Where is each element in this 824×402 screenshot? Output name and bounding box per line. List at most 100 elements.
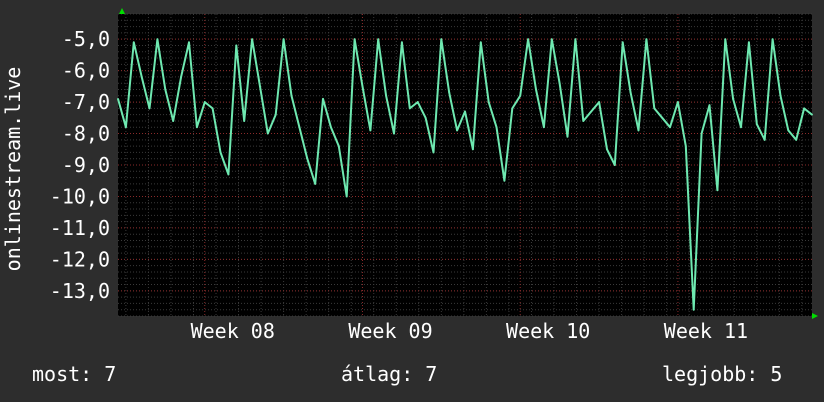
data-point	[716, 189, 719, 192]
data-point	[629, 91, 632, 94]
data-point	[558, 82, 561, 85]
data-point	[566, 135, 569, 138]
data-point	[330, 126, 332, 129]
data-point	[621, 41, 624, 44]
data-point	[692, 308, 695, 311]
data-point	[519, 94, 522, 97]
stat-best: legjobb: 5	[662, 362, 783, 386]
data-point	[235, 44, 238, 47]
data-point	[259, 85, 261, 88]
data-point	[503, 179, 506, 182]
data-point	[156, 38, 159, 41]
data-point	[598, 101, 600, 103]
y-tick-label: -7,0	[62, 90, 110, 114]
data-point	[393, 132, 395, 135]
data-point	[203, 101, 206, 103]
data-point	[298, 126, 301, 129]
data-point	[535, 88, 537, 91]
data-point	[613, 164, 616, 166]
data-point	[306, 157, 309, 160]
data-point	[755, 123, 758, 126]
data-point	[487, 101, 490, 103]
data-point	[243, 120, 246, 122]
data-point	[779, 94, 782, 97]
data-point	[117, 98, 119, 100]
y-tick-label: -8,0	[62, 122, 110, 146]
data-point	[401, 41, 403, 44]
y-tick-label: -13,0	[50, 279, 110, 303]
data-point	[645, 38, 648, 41]
data-point	[708, 104, 711, 107]
y-tick-label: -5,0	[62, 27, 110, 51]
data-point	[763, 138, 766, 141]
data-point	[132, 41, 135, 44]
data-point	[322, 98, 324, 100]
y-tick-labels: -5,0 -6,0 -7,0 -8,0 -9,0 -10,0 -11,0 -12,0 -13,0	[50, 27, 110, 303]
y-tick-label: -9,0	[62, 153, 110, 177]
data-point	[669, 126, 671, 129]
data-point	[408, 107, 411, 110]
plot-area	[118, 14, 812, 316]
x-tick-label: Week 10	[506, 319, 590, 343]
axis-arrows	[119, 8, 818, 319]
data-point	[527, 38, 529, 41]
x-tick-labels: Week 08 Week 09 Week 10 Week 11	[191, 319, 748, 343]
data-point	[148, 107, 151, 110]
data-point	[732, 98, 735, 100]
data-point	[637, 129, 640, 132]
series-layer	[117, 38, 813, 311]
x-tick-label: Week 08	[191, 319, 275, 343]
data-point	[164, 88, 167, 91]
stat-average: átlag: 7	[341, 362, 438, 386]
data-point	[471, 148, 474, 151]
data-point	[700, 132, 703, 135]
data-point	[661, 116, 664, 119]
data-point	[495, 126, 498, 129]
data-point	[464, 110, 466, 113]
data-point	[582, 120, 585, 122]
data-point	[211, 107, 214, 110]
data-point	[227, 173, 230, 176]
data-point	[124, 126, 127, 129]
x-axis-arrow	[812, 313, 818, 319]
data-point	[511, 107, 514, 110]
data-point	[377, 38, 380, 41]
data-point	[274, 113, 277, 116]
data-point	[456, 129, 459, 132]
data-point	[771, 38, 774, 41]
data-point	[345, 195, 348, 198]
data-point	[724, 38, 727, 41]
data-point	[479, 41, 482, 44]
data-point	[542, 126, 545, 129]
data-point	[180, 76, 182, 78]
data-point	[684, 145, 687, 148]
major-gridlines	[118, 14, 812, 316]
data-point	[266, 132, 269, 135]
data-point	[337, 145, 340, 148]
x-tick-label: Week 11	[664, 319, 748, 343]
data-point	[574, 38, 577, 41]
data-point	[361, 85, 364, 88]
data-point	[653, 107, 656, 110]
data-point	[606, 148, 608, 151]
data-point	[172, 120, 175, 122]
stat-current: most: 7	[32, 362, 117, 386]
y-axis-label: onlinestream.live	[1, 67, 25, 272]
y-tick-label: -11,0	[50, 216, 110, 240]
y-axis-arrow	[119, 8, 125, 14]
data-point	[188, 41, 190, 44]
data-point	[795, 138, 798, 141]
data-point	[590, 110, 593, 113]
data-point	[448, 91, 451, 94]
data-point	[195, 126, 198, 129]
data-point	[424, 116, 427, 119]
data-point	[748, 41, 750, 44]
data-point	[282, 38, 285, 41]
data-point	[353, 38, 356, 41]
data-point	[787, 129, 790, 132]
data-point	[416, 101, 419, 103]
data-point	[314, 182, 317, 185]
data-point	[803, 107, 806, 110]
data-point	[811, 113, 813, 116]
